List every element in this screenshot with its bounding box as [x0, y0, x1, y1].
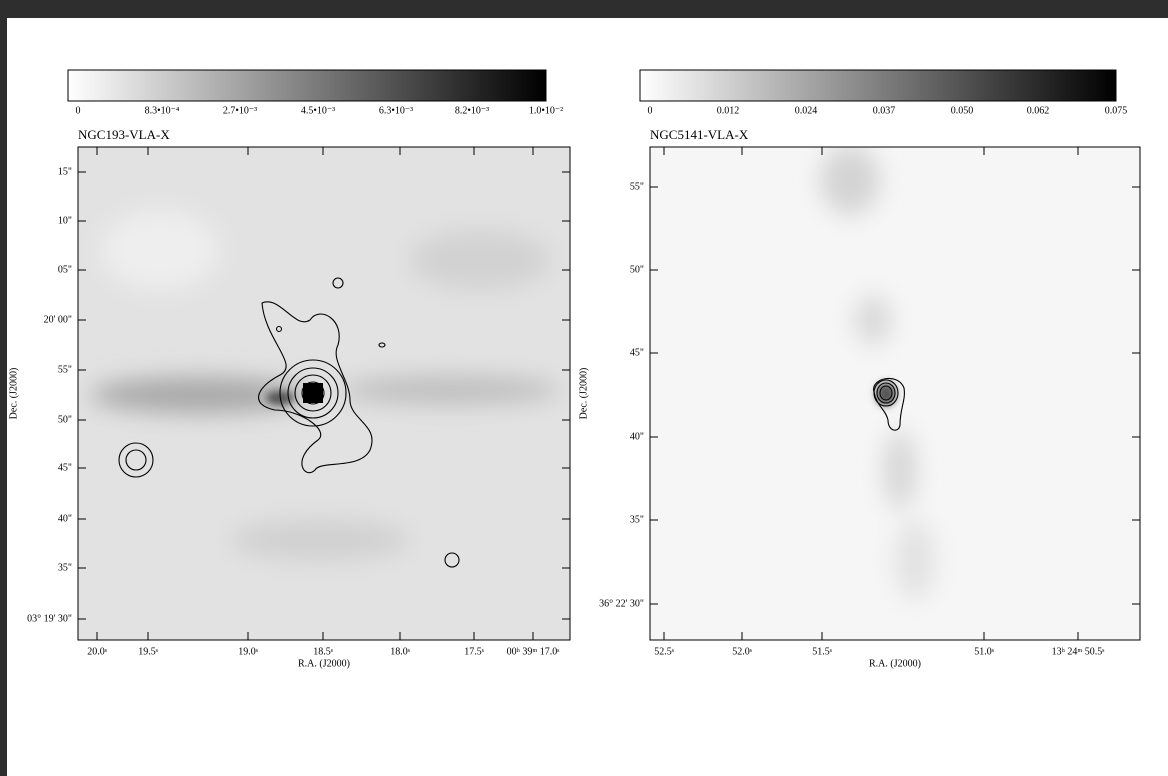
y-tick-label: 50" — [630, 264, 644, 275]
x-tick-label: 18.0ˢ — [390, 646, 410, 657]
x-tick-label: 19.0ˢ — [238, 646, 258, 657]
y-tick-label: 55" — [630, 181, 644, 192]
colorbar — [68, 70, 546, 101]
y-tick-label: 45" — [630, 347, 644, 358]
x-tick-label: 52.5ˢ — [654, 646, 674, 657]
x-tick-label: 51.5ˢ — [812, 646, 832, 657]
y-tick-label: 15" — [58, 166, 72, 177]
x-axis-label: R.A. (J2000) — [869, 658, 921, 669]
colorbar-label: 4.5•10⁻³ — [301, 105, 335, 116]
x-tick-label: 51.0ˢ — [974, 646, 994, 657]
panel-title: NGC5141-VLA-X — [650, 127, 749, 142]
top-bar — [0, 0, 1168, 18]
y-tick-label: 45" — [58, 462, 72, 473]
x-tick-label: 19.5ˢ — [138, 646, 158, 657]
figure: 0 8.3•10⁻⁴ 2.7•10⁻³ 4.5•10⁻³ 6.3•10⁻³ 8.2•10⁻… — [0, 0, 1168, 776]
image — [650, 145, 1140, 640]
x-tick-label: 52.0ˢ — [732, 646, 752, 657]
y-axis-label: Dec. (J2000) — [578, 368, 589, 420]
colorbar-label: 2.7•10⁻³ — [223, 105, 257, 116]
y-tick-label: 20' 00" — [44, 314, 72, 325]
image — [78, 147, 570, 640]
y-tick-label: 35" — [58, 562, 72, 573]
y-tick-label: 05" — [58, 264, 72, 275]
y-axis-label: Dec. (J2000) — [8, 368, 19, 420]
y-tick-label: 10" — [58, 215, 72, 226]
colorbar-label: 8.3•10⁻⁴ — [145, 105, 180, 116]
colorbar-label: 0.075 — [1105, 105, 1128, 116]
y-tick-label: 03° 19' 30" — [27, 613, 72, 624]
x-axis-label: R.A. (J2000) — [298, 658, 350, 669]
x-tick-label: 18.5ˢ — [313, 646, 333, 657]
colorbar-label: 1.0•10⁻² — [529, 105, 563, 116]
colorbar-label: 0.050 — [951, 105, 974, 116]
colorbar-label: 0.024 — [795, 105, 818, 116]
colorbar-label: 6.3•10⁻³ — [379, 105, 413, 116]
x-tick-label: 20.0ˢ — [87, 646, 107, 657]
panel-title: NGC193-VLA-X — [78, 127, 170, 142]
colorbar-label: 0.062 — [1027, 105, 1050, 116]
y-tick-label: 50" — [58, 414, 72, 425]
y-tick-label: 55" — [58, 364, 72, 375]
y-tick-label: 40" — [630, 431, 644, 442]
y-tick-label: 35" — [630, 514, 644, 525]
x-tick-label: 17.5ˢ — [464, 646, 484, 657]
colorbar — [640, 70, 1116, 101]
colorbar-label: 0 — [648, 105, 653, 116]
x-tick-label: 13ʰ 24ᵐ 50.5ˢ — [1052, 646, 1105, 657]
left-bar — [0, 0, 7, 776]
colorbar-label: 8.2•10⁻³ — [455, 105, 489, 116]
y-tick-label: 40" — [58, 513, 72, 524]
x-tick-label: 00ʰ 39ᵐ 17.0ˢ — [507, 646, 560, 657]
y-tick-label: 36° 22' 30" — [599, 598, 644, 609]
colorbar-label: 0 — [76, 105, 81, 116]
colorbar-label: 0.012 — [717, 105, 740, 116]
colorbar-label: 0.037 — [873, 105, 896, 116]
